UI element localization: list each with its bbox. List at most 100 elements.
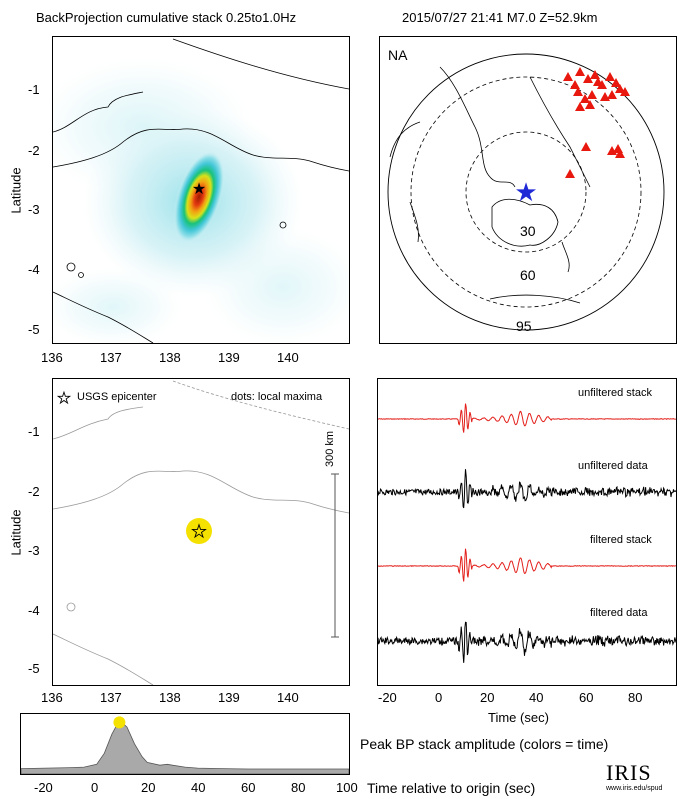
y-tick: -2 (28, 143, 40, 158)
y-tick: -5 (28, 661, 40, 676)
station-map-panel: ★ NA 30 60 95 (379, 36, 677, 344)
iris-logo: IRIS www.iris.edu/spud (606, 762, 678, 796)
station-triangle (620, 87, 630, 96)
x-tick: 40 (529, 690, 544, 705)
station-triangle (613, 144, 623, 153)
x-tick: 139 (218, 690, 240, 705)
x-tick: 137 (100, 350, 122, 365)
local-maximum-dot (186, 518, 212, 544)
peak-x-axis-label: Time relative to origin (sec) (367, 780, 536, 796)
coastline (53, 291, 154, 343)
coastline (529, 76, 591, 188)
seismogram-svg (378, 403, 676, 663)
x-tick: 80 (291, 780, 306, 795)
station-triangle (590, 70, 600, 79)
station-triangle (615, 149, 625, 158)
coastline (172, 380, 349, 430)
trace-label: unfiltered stack (578, 387, 652, 399)
outer-ring (387, 53, 665, 331)
coastline (409, 201, 419, 243)
island-outline (279, 221, 287, 229)
peak-amplitude-svg (21, 716, 349, 774)
y-tick: -1 (28, 424, 40, 439)
x-axis-label: Time (sec) (488, 710, 549, 725)
station-triangle (585, 100, 595, 109)
bp-hotspot (173, 150, 225, 244)
station-triangle (615, 84, 625, 93)
y-tick: -3 (28, 543, 40, 558)
coastline (53, 91, 144, 133)
legend-star-icon: ★ (57, 390, 70, 407)
trace-label: unfiltered data (578, 460, 648, 472)
local-maxima-svg: ★ ★ (53, 380, 349, 685)
station-triangle (581, 142, 591, 151)
station-triangle (611, 78, 621, 87)
x-tick: 140 (277, 690, 299, 705)
peak-marker (113, 716, 126, 729)
coastline (389, 121, 421, 158)
peak-amplitude-area (21, 721, 349, 774)
station-markers (563, 67, 630, 178)
x-tick: 0 (435, 690, 443, 705)
australia-outline (491, 198, 559, 247)
iris-url: www.iris.edu/spud (606, 785, 663, 792)
station-triangle (593, 77, 603, 86)
ring-label-30: 30 (520, 223, 536, 239)
station-triangle (605, 72, 615, 81)
seismogram-trace (378, 621, 676, 663)
x-tick: 60 (579, 690, 594, 705)
x-tick: -20 (34, 780, 53, 795)
coastline (53, 470, 349, 514)
x-tick: 20 (141, 780, 156, 795)
x-tick: 100 (336, 780, 358, 795)
coastline (53, 128, 349, 172)
x-tick: 136 (41, 690, 63, 705)
seismogram-trace (378, 548, 676, 582)
epicenter-star-icon: ★ (191, 522, 206, 541)
local-maxima-panel: ★ ★ USGS epicenter dots: local maxima 30… (52, 378, 350, 686)
x-tick: 136 (41, 350, 63, 365)
trace-label: filtered data (590, 607, 648, 619)
iris-logo-text: IRIS (606, 760, 652, 785)
x-tick: 20 (480, 690, 495, 705)
station-triangle (573, 87, 583, 96)
x-tick: 80 (628, 690, 643, 705)
station-triangle (583, 74, 593, 83)
y-tick: -4 (28, 603, 40, 618)
x-tick: -20 (378, 690, 397, 705)
network-label: NA (388, 47, 408, 63)
y-tick: -5 (28, 322, 40, 337)
source-star-icon: ★ (514, 177, 537, 207)
epicenter-star-icon: ★ (192, 181, 206, 198)
legend-epicenter: USGS epicenter (77, 391, 157, 403)
x-tick: 137 (100, 690, 122, 705)
station-triangle (575, 67, 585, 76)
island-outline (66, 602, 76, 612)
x-tick: 140 (277, 350, 299, 365)
ring-label-95: 95 (516, 318, 532, 334)
ring-label-60: 60 (520, 267, 536, 283)
event-info: 2015/07/27 21:41 M7.0 Z=52.9km (402, 10, 598, 25)
seismogram-trace (378, 469, 676, 509)
antarctica-outline (489, 294, 581, 304)
island-outline (66, 262, 76, 272)
y-tick: -4 (28, 262, 40, 277)
station-triangle (565, 169, 575, 178)
legend-dots: dots: local maxima (231, 391, 323, 403)
island-outline (78, 272, 84, 278)
seismogram-panel: unfiltered stack unfiltered data filtere… (377, 378, 677, 686)
y-tick: -2 (28, 484, 40, 499)
peak-amplitude-title: Peak BP stack amplitude (colors = time) (360, 736, 609, 752)
peak-amplitude-panel (20, 713, 350, 775)
backprojection-map-svg: ★ (53, 38, 349, 343)
station-triangle (575, 102, 585, 111)
ring-60 (410, 76, 642, 308)
scale-label: 300 km (324, 430, 336, 468)
station-triangle (587, 90, 597, 99)
y-axis-label: Latitude (8, 509, 24, 556)
x-tick: 0 (91, 780, 99, 795)
station-triangle (607, 90, 617, 99)
chart-title: BackProjection cumulative stack 0.25to1.… (36, 10, 297, 25)
y-tick: -1 (28, 82, 40, 97)
y-axis-label: Latitude (8, 167, 24, 214)
